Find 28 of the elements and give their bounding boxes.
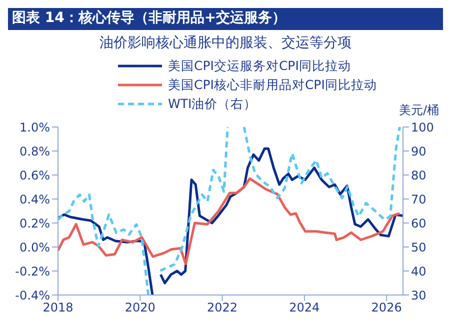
y2-tick-label: 60 (411, 216, 426, 230)
x-tick-label: 2018 (42, 300, 74, 315)
y2-tick-label: 100 (411, 120, 434, 134)
y2-tick-label: 50 (411, 240, 426, 254)
y-tick-label: 0.6% (20, 168, 50, 182)
y2-tick-label: 70 (411, 192, 426, 206)
y-tick-label: 0.2% (20, 216, 50, 230)
y-tick-label: 0.4% (20, 192, 50, 206)
y2-tick-label: 30 (411, 288, 426, 302)
y2-tick-label: 90 (411, 144, 426, 158)
legend-label: 美国CPI核心非耐用品对CPI同比拉动 (168, 76, 377, 94)
y-tick-label: -0.2% (15, 264, 50, 278)
legend-label: 美国CPI交运服务对CPI同比拉动 (168, 57, 351, 75)
chart-subtitle: 油价影响核心通胀中的服装、交运等分项 (98, 34, 352, 52)
x-tick-label: 2022 (207, 300, 238, 315)
x-tick-label: 2020 (124, 300, 156, 315)
line-series (58, 177, 401, 266)
y2-tick-label: 40 (411, 264, 426, 278)
y2-tick-label: 80 (411, 168, 426, 182)
y-tick-label: 0.8% (20, 144, 50, 158)
y-tick-label: -0.4% (15, 288, 50, 302)
legend-label: WTI油价（右） (168, 95, 257, 113)
y-tick-label: 1.0% (20, 120, 50, 134)
x-tick-label: 2024 (289, 300, 320, 315)
y2-axis-title: 美元/桶 (398, 102, 439, 119)
x-tick-label: 2026 (371, 300, 402, 315)
y-tick-label: 0.0% (20, 240, 50, 254)
chart-title: 图表 14：核心传导（非耐用品+交运服务） (8, 8, 443, 30)
